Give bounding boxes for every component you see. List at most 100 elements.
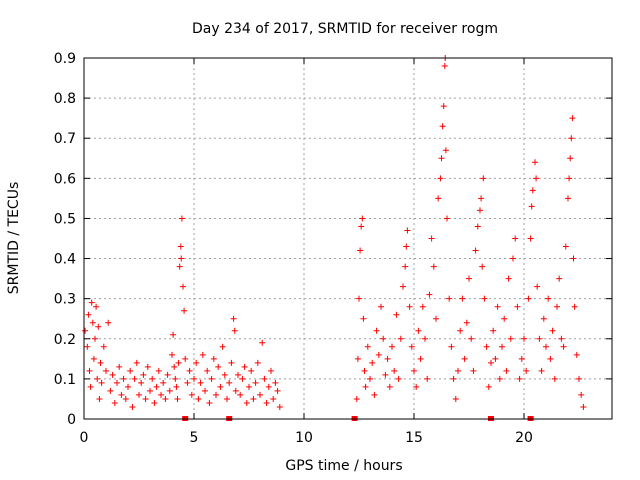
data-point	[140, 371, 147, 378]
data-point	[568, 135, 575, 142]
data-point	[393, 311, 400, 318]
data-point	[496, 375, 503, 382]
x-axis-label: GPS time / hours	[285, 458, 402, 474]
data-point	[118, 391, 125, 398]
data-point	[521, 335, 527, 342]
data-point	[397, 335, 404, 342]
data-point	[111, 399, 118, 406]
data-point	[551, 375, 558, 382]
data-point	[371, 391, 378, 398]
data-point	[389, 343, 395, 350]
data-point	[82, 327, 89, 334]
data-point	[90, 355, 97, 362]
y-axis-label: SRMTID / TECUs	[6, 182, 22, 295]
data-point	[243, 399, 250, 406]
data-point	[446, 295, 453, 302]
data-point	[93, 303, 100, 310]
data-point	[151, 399, 158, 406]
data-point	[181, 307, 188, 314]
data-point	[528, 203, 535, 210]
data-point	[395, 375, 402, 382]
data-point	[193, 359, 200, 366]
x-tick-label: 15	[405, 430, 423, 446]
data-point	[138, 379, 145, 386]
data-point	[213, 391, 219, 398]
data-point	[109, 371, 116, 378]
data-point	[565, 195, 571, 202]
data-point	[254, 359, 261, 366]
data-point	[483, 343, 490, 350]
data-point	[386, 383, 393, 390]
data-point	[230, 315, 237, 322]
data-point	[206, 399, 213, 406]
data-point	[400, 283, 406, 290]
data-point	[437, 175, 444, 182]
data-point	[573, 351, 580, 358]
data-point	[114, 379, 120, 386]
data-point	[180, 283, 186, 290]
data-point	[195, 395, 202, 402]
data-point	[257, 391, 263, 398]
data-point	[175, 359, 182, 366]
data-point	[172, 375, 179, 382]
data-point	[147, 387, 153, 394]
data-point	[382, 371, 389, 378]
data-point	[353, 395, 360, 402]
data-point	[380, 335, 387, 342]
data-point	[362, 383, 369, 390]
data-point	[477, 207, 483, 214]
data-point	[545, 295, 552, 302]
y-tick-label: 0.4	[54, 252, 76, 268]
data-point	[428, 235, 435, 242]
x-tick-label: 10	[295, 430, 313, 446]
data-point	[164, 371, 171, 378]
data-point	[435, 195, 442, 202]
data-point	[560, 343, 567, 350]
data-point	[217, 383, 224, 390]
data-point	[529, 187, 536, 194]
data-point	[481, 295, 488, 302]
data-point	[149, 375, 156, 382]
data-point	[354, 355, 361, 362]
data-point	[122, 395, 129, 402]
data-point	[274, 387, 281, 394]
plot-border	[83, 57, 613, 420]
data-point	[155, 367, 162, 374]
data-point	[580, 403, 587, 410]
data-point	[219, 343, 226, 350]
data-point	[571, 303, 578, 310]
y-tick-label: 0.6	[54, 171, 76, 187]
data-point	[534, 283, 541, 290]
data-point	[444, 215, 450, 222]
data-point	[415, 327, 422, 334]
data-point	[373, 327, 380, 334]
data-point	[144, 363, 151, 370]
data-point	[442, 147, 449, 154]
data-point	[272, 379, 279, 386]
data-point	[259, 339, 266, 346]
x-tick-label: 0	[80, 430, 89, 446]
data-point	[452, 395, 459, 402]
x-tick-label: 20	[515, 430, 533, 446]
data-point	[359, 215, 366, 222]
y-tick-label: 0.2	[54, 332, 76, 348]
data-point	[263, 399, 270, 406]
data-point	[549, 327, 556, 334]
data-point	[512, 235, 519, 242]
data-point	[88, 299, 95, 306]
data-point	[536, 335, 543, 342]
data-points	[82, 55, 587, 410]
data-point	[162, 395, 169, 402]
data-point	[215, 363, 222, 370]
data-point	[127, 367, 134, 374]
data-point	[503, 367, 510, 374]
data-point	[433, 315, 439, 322]
data-point	[505, 275, 512, 282]
data-point	[95, 323, 102, 330]
data-point	[480, 175, 487, 182]
data-point	[265, 383, 272, 390]
data-point	[527, 235, 534, 242]
data-point	[426, 291, 433, 298]
data-point	[404, 227, 411, 234]
data-point	[356, 295, 362, 302]
